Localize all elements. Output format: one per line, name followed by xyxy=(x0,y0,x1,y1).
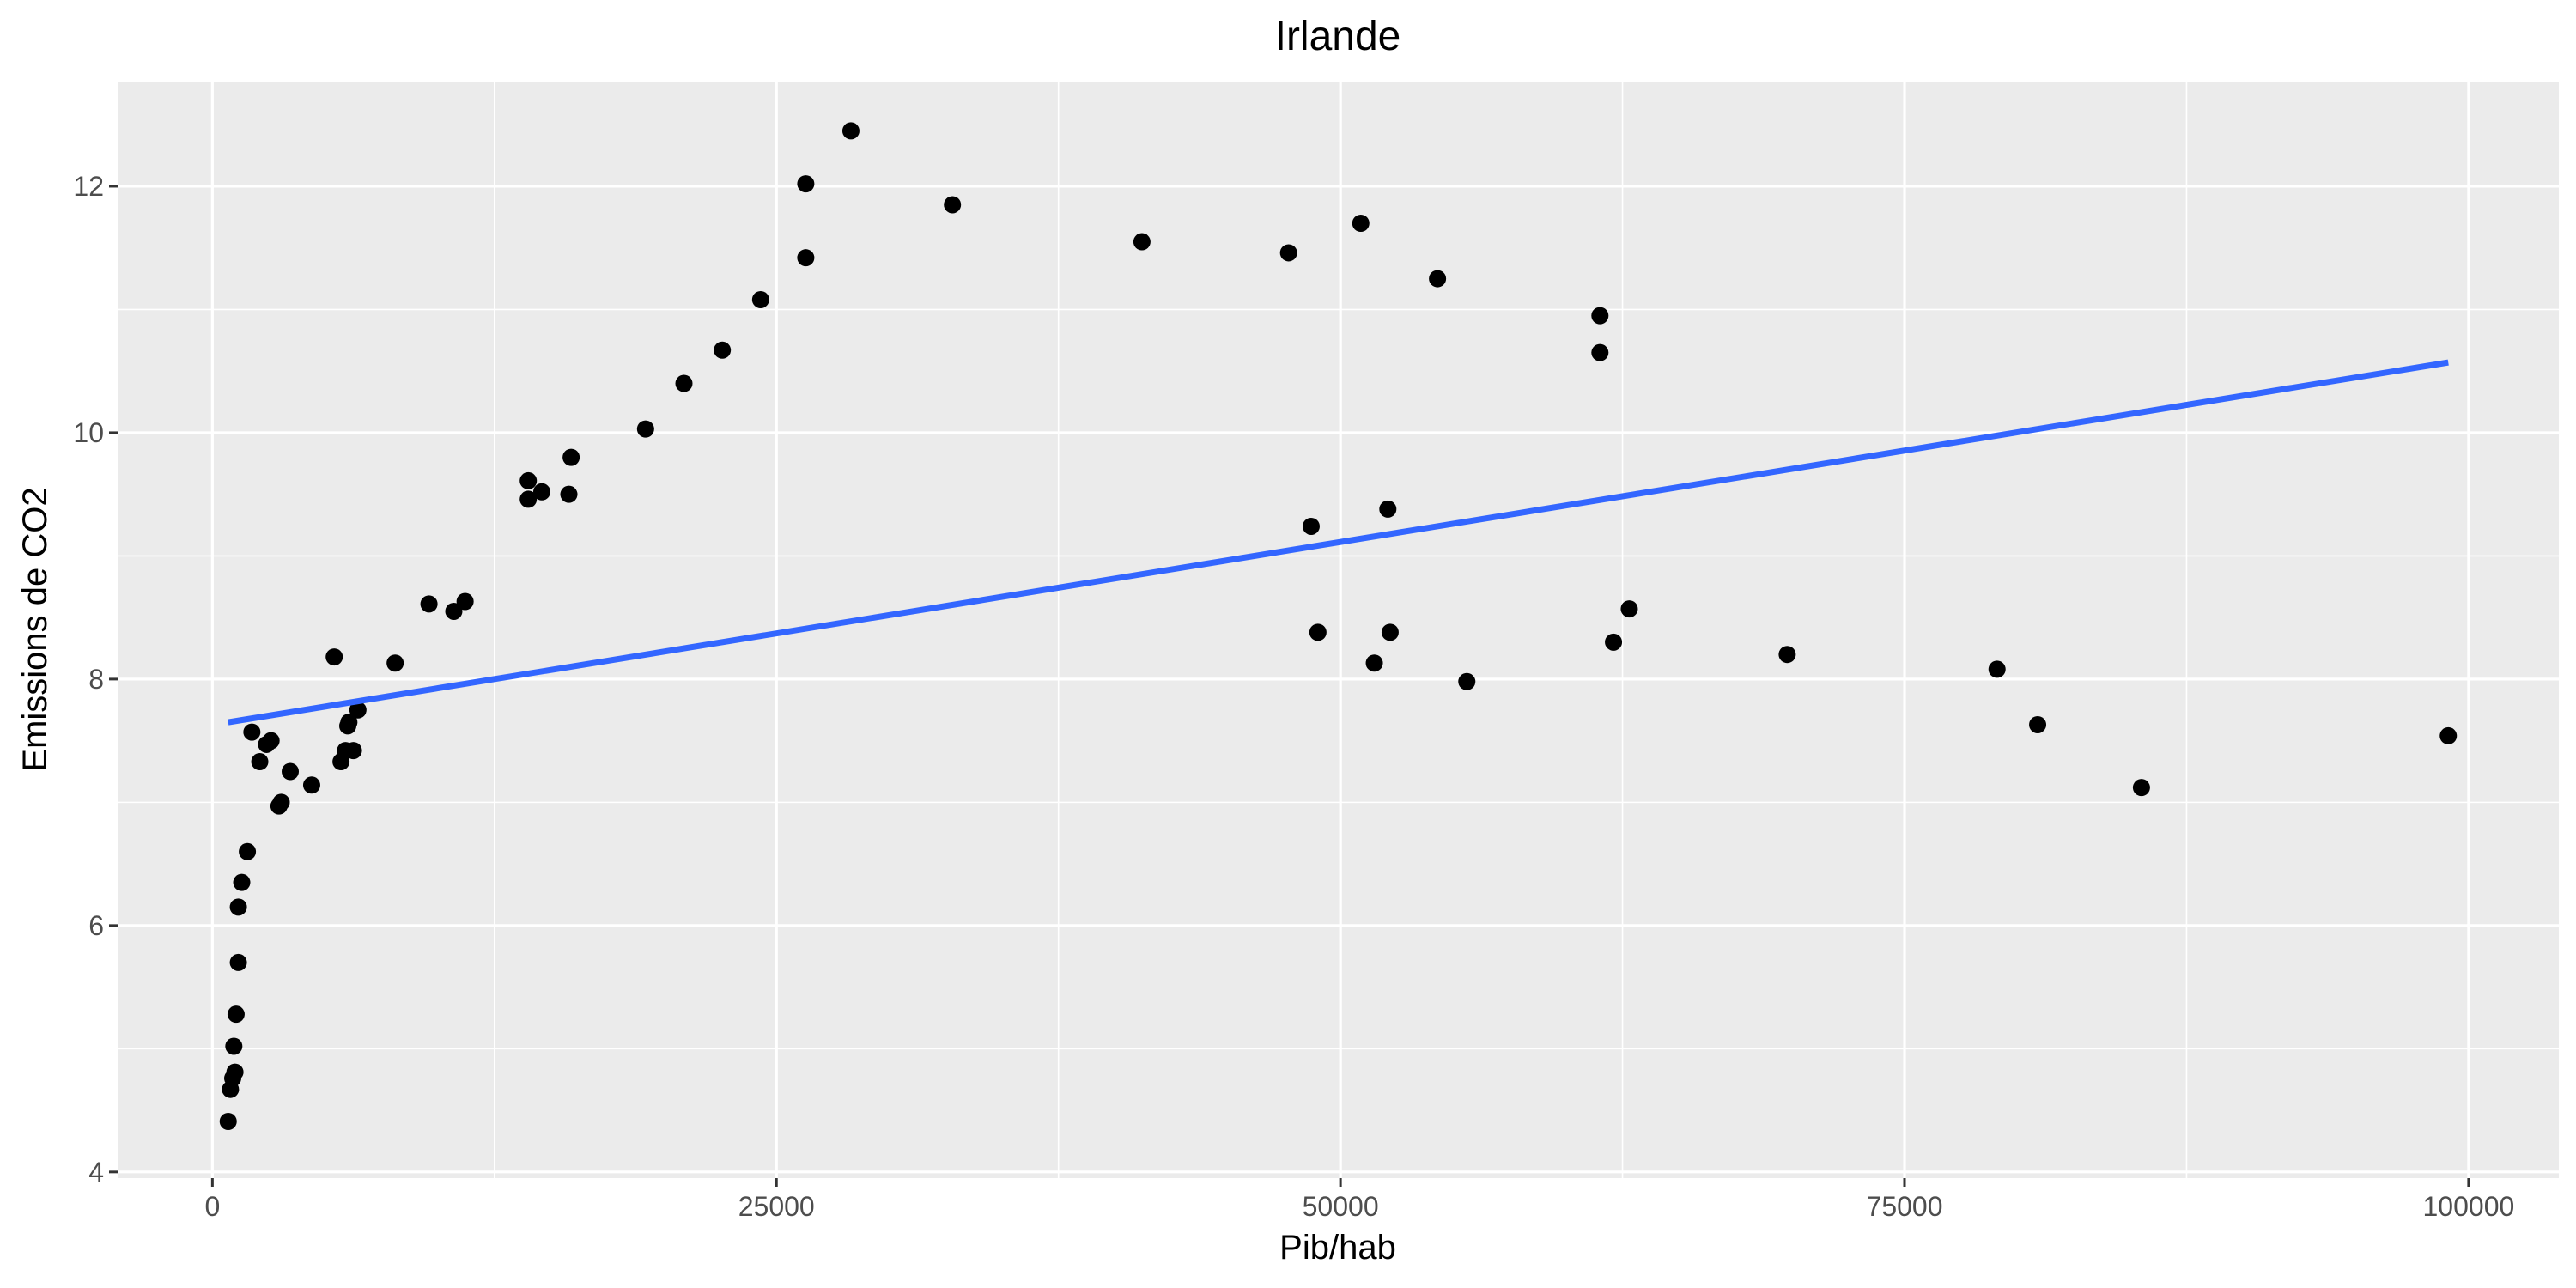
data-point xyxy=(420,595,438,613)
data-point xyxy=(1379,500,1397,518)
y-tick-label: 10 xyxy=(73,417,104,448)
data-point xyxy=(1279,244,1297,262)
data-point xyxy=(714,341,732,359)
data-point xyxy=(797,175,815,193)
data-point xyxy=(562,448,580,466)
data-point xyxy=(1988,660,2006,678)
data-point xyxy=(227,1005,245,1024)
data-point xyxy=(1620,600,1638,618)
data-point xyxy=(325,648,343,666)
trend-line-group xyxy=(228,359,2449,726)
data-point xyxy=(229,898,247,916)
data-point xyxy=(233,873,251,891)
data-point xyxy=(2132,779,2150,797)
data-point xyxy=(841,122,860,140)
axis-ticks: 0 25000 50000 75000 100000 4 6 8 10 12 xyxy=(73,171,2514,1222)
data-point xyxy=(797,249,815,267)
data-point xyxy=(2439,726,2458,744)
y-tick-label: 12 xyxy=(73,171,104,202)
data-point xyxy=(675,374,693,392)
data-point xyxy=(445,602,463,620)
data-point xyxy=(751,290,769,308)
data-point xyxy=(340,714,358,732)
data-point xyxy=(1591,343,1609,361)
data-point xyxy=(1381,623,1399,641)
data-point xyxy=(229,953,247,971)
y-tick-label: 4 xyxy=(88,1157,104,1188)
y-tick-label: 8 xyxy=(88,664,104,695)
data-point xyxy=(519,471,538,489)
data-point xyxy=(272,793,290,811)
data-point xyxy=(1133,233,1151,251)
data-point xyxy=(344,742,362,760)
plot-panel xyxy=(118,82,2559,1178)
data-point xyxy=(251,753,269,771)
data-point xyxy=(1591,307,1609,325)
data-point xyxy=(1309,623,1327,641)
data-point xyxy=(243,723,261,741)
data-point xyxy=(532,483,550,501)
data-point xyxy=(282,762,300,781)
data-point xyxy=(225,1037,243,1055)
data-point xyxy=(456,592,474,611)
x-tick-label: 75000 xyxy=(1867,1191,1943,1222)
y-tick-label: 6 xyxy=(88,910,104,941)
data-point xyxy=(944,196,962,214)
data-point xyxy=(519,490,538,508)
data-point xyxy=(1429,270,1447,288)
data-point xyxy=(386,654,404,672)
data-point xyxy=(302,776,320,794)
y-axis-title: Emissions de CO2 xyxy=(16,487,54,771)
data-point xyxy=(1365,654,1383,672)
data-point xyxy=(219,1112,237,1130)
data-point xyxy=(349,701,367,719)
x-axis-title: Pib/hab xyxy=(1279,1229,1396,1267)
data-point xyxy=(1352,215,1370,233)
trend-line xyxy=(228,359,2449,726)
data-point xyxy=(1778,646,1796,664)
grid-lines xyxy=(118,82,2559,1178)
data-points xyxy=(219,122,2458,1130)
data-point xyxy=(1605,633,1623,651)
data-point xyxy=(2029,715,2047,733)
data-point xyxy=(262,732,280,750)
data-point xyxy=(1302,517,1320,535)
x-tick-label: 0 xyxy=(204,1191,220,1222)
x-tick-label: 100000 xyxy=(2423,1191,2515,1222)
x-tick-label: 50000 xyxy=(1303,1191,1379,1222)
data-point xyxy=(560,485,578,503)
data-point xyxy=(239,842,257,860)
data-point xyxy=(1458,672,1476,690)
chart-title: Irlande xyxy=(1275,14,1401,59)
data-point xyxy=(226,1063,244,1081)
data-point xyxy=(636,420,654,438)
x-tick-label: 25000 xyxy=(738,1191,815,1222)
